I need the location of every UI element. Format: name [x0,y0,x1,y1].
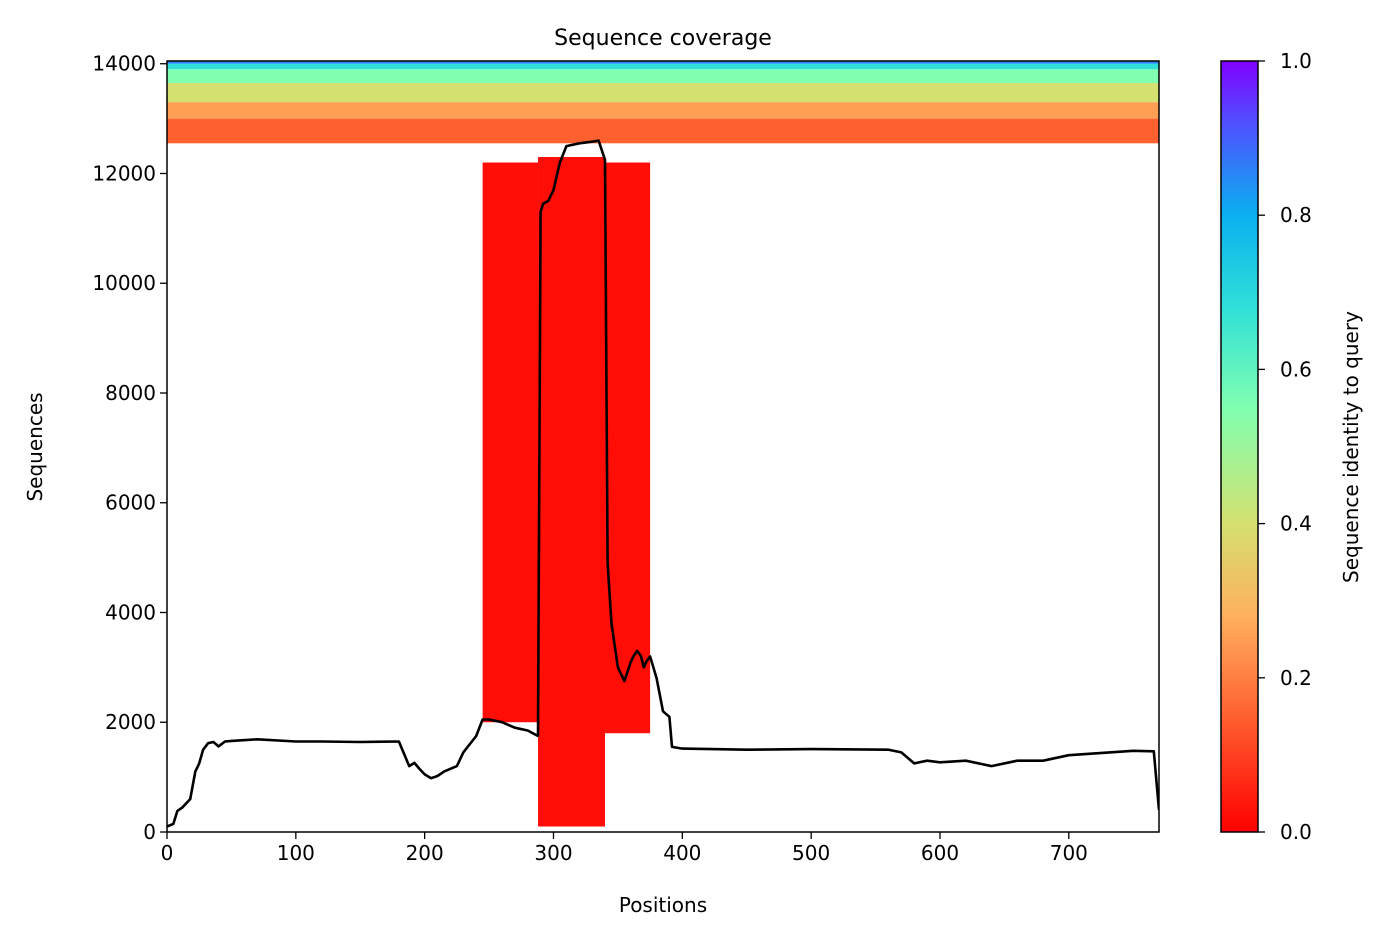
y-tick-label: 4000 [105,600,156,624]
coverage-block [605,162,651,734]
colorbar-tick-label: 1.0 [1280,49,1312,73]
coverage-block [538,157,606,827]
colorbar: 0.0 0.2 0.4 0.6 0.8 1.0 Sequence identity to … [1220,49,1363,844]
colorbar-tick-label: 0.0 [1280,820,1312,844]
y-axis-ticks: 0 2000 4000 6000 8000 10000 12000 14000 [92,52,167,844]
coverage-line-group [167,139,1159,828]
x-tick-label: 700 [1050,841,1088,865]
coverage-block [167,61,1159,64]
x-tick-label: 0 [161,841,174,865]
colorbar-tick-label: 0.8 [1280,203,1312,227]
y-tick-label: 14000 [92,52,156,76]
coverage-block [167,69,1159,83]
coverage-block [482,162,539,723]
y-tick-label: 8000 [105,381,156,405]
coverage-block [167,63,1159,70]
y-tick-label: 0 [143,820,156,844]
x-tick-label: 100 [277,841,315,865]
chart-title: Sequence coverage [554,26,772,51]
x-tick-label: 200 [406,841,444,865]
y-axis-label: Sequences [23,392,47,501]
coverage-block [167,102,1159,119]
x-tick-label: 600 [921,841,959,865]
x-tick-label: 500 [792,841,830,865]
x-tick-label: 300 [534,841,572,865]
colorbar-tick-label: 0.4 [1280,512,1312,536]
coverage-block [167,82,1159,103]
colorbar-tick-label: 0.6 [1280,357,1312,381]
y-tick-label: 2000 [105,710,156,734]
y-tick-label: 12000 [92,161,156,185]
colorbar-tick-label: 0.2 [1280,666,1312,690]
plot-frame [166,60,1160,833]
plot-area [166,60,1160,833]
x-tick-label: 400 [663,841,701,865]
y-tick-label: 10000 [92,271,156,295]
colorbar-ticks: 0.0 0.2 0.4 0.6 0.8 1.0 [1258,49,1312,844]
x-axis-label: Positions [619,893,707,917]
coverage-line [167,139,1159,828]
colorbar-gradient [1220,60,1259,833]
coverage-block [167,118,1159,144]
x-axis-ticks: 0 100 200 300 400 500 600 700 [161,832,1088,865]
y-tick-label: 6000 [105,491,156,515]
colorbar-label: Sequence identity to query [1339,311,1363,583]
